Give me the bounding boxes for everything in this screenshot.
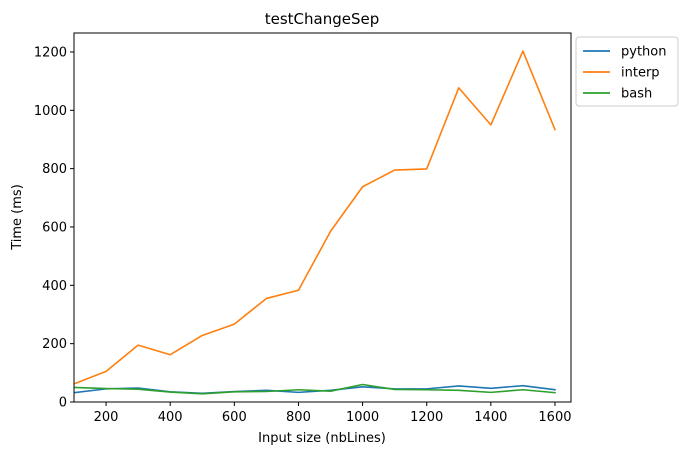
x-axis-label: Input size (nbLines) xyxy=(258,431,386,446)
legend-label-bash: bash xyxy=(621,87,652,102)
x-tick-label: 1400 xyxy=(474,410,507,425)
x-tick-label: 200 xyxy=(94,410,119,425)
x-tick-label: 1200 xyxy=(410,410,443,425)
y-tick-label: 0 xyxy=(59,396,67,411)
y-tick-label: 1200 xyxy=(34,45,67,60)
y-tick-label: 200 xyxy=(42,337,67,352)
y-tick-label: 1000 xyxy=(34,104,67,119)
x-tick-label: 1000 xyxy=(346,410,379,425)
legend: python interp bash xyxy=(575,36,679,107)
series-line-interp xyxy=(74,50,557,385)
x-axis-ticks: 200 400 600 800 1000 1200 1400 1600 xyxy=(94,402,572,425)
legend-box xyxy=(575,36,679,107)
plot-series-group xyxy=(74,50,557,395)
y-tick-label: 800 xyxy=(42,162,67,177)
y-tick-label: 400 xyxy=(42,279,67,294)
x-tick-label: 400 xyxy=(158,410,183,425)
legend-label-interp: interp xyxy=(621,66,660,81)
x-tick-label: 1600 xyxy=(538,410,571,425)
y-tick-label: 600 xyxy=(42,220,67,235)
y-axis-label: Time (ms) xyxy=(10,184,25,251)
x-tick-label: 600 xyxy=(222,410,247,425)
y-axis-ticks: 0 200 400 600 800 1000 1200 xyxy=(34,45,74,411)
x-tick-label: 800 xyxy=(286,410,311,425)
series-line-bash xyxy=(74,383,556,395)
chart-title: testChangeSep xyxy=(265,10,380,28)
legend-label-python: python xyxy=(621,45,666,60)
plot-area-frame xyxy=(73,32,572,403)
